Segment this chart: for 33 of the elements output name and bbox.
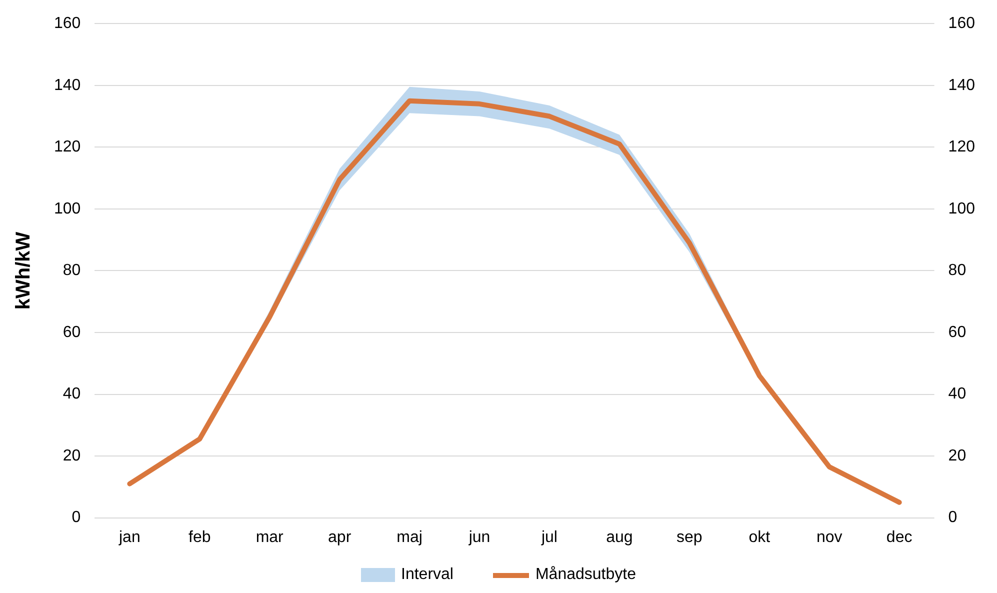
x-tick-label: sep <box>676 528 702 546</box>
text: Interval <box>401 566 454 584</box>
x-tick-label: maj <box>396 528 422 546</box>
y2-tick-label: 140 <box>948 76 976 94</box>
y2-tick-label: 20 <box>948 447 966 464</box>
x-tick-label: nov <box>816 528 842 546</box>
y2-tick-label: 100 <box>948 200 976 218</box>
legend-label: Månadsutbyte <box>535 566 636 584</box>
x-tick-label: jun <box>468 528 490 546</box>
x-tick-label: okt <box>748 528 771 546</box>
y-tick-label: 100 <box>54 200 81 218</box>
y-tick-label: 20 <box>62 447 81 464</box>
y-tick-label: 40 <box>62 386 81 403</box>
y-tick-label: 140 <box>54 76 81 94</box>
y2-tick-label: 0 <box>948 509 958 526</box>
y2-tick-label: 80 <box>948 262 966 280</box>
x-tick-label: apr <box>328 528 352 546</box>
y2-tick-label: 120 <box>948 138 976 156</box>
y-tick-label: 120 <box>54 138 81 156</box>
y-tick-label: 0 <box>72 509 81 526</box>
x-tick-label: jan <box>118 528 140 546</box>
x-tick-label: feb <box>188 528 211 546</box>
y-tick-label: 160 <box>54 15 81 32</box>
x-tick-label: mar <box>256 528 284 546</box>
y-tick-label: 80 <box>62 262 81 280</box>
y2-tick-label: 60 <box>948 324 966 341</box>
y2-tick-label: 160 <box>948 15 976 32</box>
x-tick-label: dec <box>886 528 912 546</box>
x-tick-label: jul <box>540 528 558 546</box>
y-tick-label: 60 <box>62 324 81 341</box>
y-axis-title: kWh/kW <box>12 232 35 310</box>
y2-tick-label: 40 <box>948 386 966 403</box>
x-tick-label: aug <box>606 528 633 546</box>
